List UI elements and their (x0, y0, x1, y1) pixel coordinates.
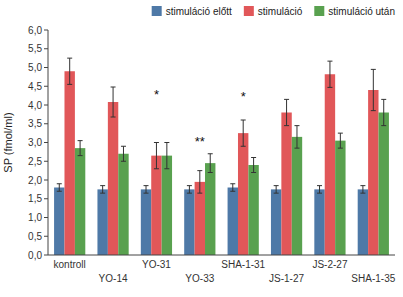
bar (335, 141, 345, 255)
error-bar (187, 186, 192, 194)
legend-label: stimuláció előtt (166, 6, 232, 17)
bar (64, 71, 74, 255)
y-tick-label: 5,0 (28, 62, 42, 73)
y-tick (44, 86, 48, 87)
error-bar (197, 171, 202, 194)
x-tick-label: YO-33 (185, 273, 214, 284)
bar (75, 148, 85, 255)
bar (314, 189, 324, 255)
legend-item: stimuláció előtt (152, 6, 232, 17)
error-bar (284, 99, 289, 125)
error-bar (371, 69, 376, 110)
y-tick-label: 2,0 (28, 175, 42, 186)
annotation: * (241, 89, 246, 104)
y-axis-label: SP (fmol/ml) (2, 112, 14, 172)
legend-label: stimuláció (258, 6, 303, 17)
bar (248, 165, 258, 255)
y-tick (44, 67, 48, 68)
bar (281, 113, 291, 256)
legend-swatch (314, 6, 324, 16)
plot-area (54, 58, 389, 255)
error-bar (78, 141, 83, 156)
y-tick-label: 1,0 (28, 212, 42, 223)
bar (271, 189, 281, 255)
x-tick-label: YO-14 (99, 273, 128, 284)
error-bar (274, 186, 279, 194)
bar (195, 182, 205, 255)
error-bar (111, 87, 116, 117)
y-tick-label: 3,0 (28, 137, 42, 148)
bar (118, 154, 128, 255)
bar (54, 188, 64, 256)
bar (141, 189, 151, 255)
bar (379, 113, 389, 256)
x-tick-label: kontroll (54, 259, 86, 270)
legend-label: stimuláció után (328, 6, 395, 17)
bar (184, 189, 194, 255)
y-tick-label: 4,5 (28, 81, 42, 92)
bar (205, 163, 215, 255)
bar (151, 156, 161, 255)
x-axis-line (48, 255, 395, 256)
bar (368, 90, 378, 255)
y-tick (44, 30, 48, 31)
bar (228, 188, 238, 256)
error-bar (57, 184, 62, 192)
y-tick (44, 217, 48, 218)
y-tick-label: 1,5 (28, 193, 42, 204)
error-bar (67, 58, 72, 84)
error-bar (208, 154, 213, 173)
error-bar (327, 61, 332, 87)
annotation: ** (195, 134, 205, 149)
y-tick (44, 180, 48, 181)
y-tick (44, 198, 48, 199)
legend-swatch (152, 6, 162, 16)
y-tick (44, 48, 48, 49)
y-tick (44, 123, 48, 124)
bar (162, 156, 172, 255)
error-bar (100, 186, 105, 194)
bar (325, 74, 335, 255)
error-bar (338, 133, 343, 148)
x-tick-label: JS-1-27 (269, 273, 304, 284)
y-tick-label: 5,5 (28, 43, 42, 54)
error-bar (164, 143, 169, 169)
bar (97, 189, 107, 255)
legend-item: stimuláció után (314, 6, 395, 17)
error-bar (144, 186, 149, 194)
error-bar (241, 120, 246, 146)
y-tick-label: 0,5 (28, 231, 42, 242)
error-bar (230, 184, 235, 192)
y-tick (44, 161, 48, 162)
y-tick-label: 3,5 (28, 118, 42, 129)
x-tick-label: YO-31 (142, 259, 171, 270)
y-tick (44, 236, 48, 237)
y-tick-label: 0,0 (28, 250, 42, 261)
y-tick (44, 255, 48, 256)
bar (238, 133, 248, 255)
annotation: * (154, 87, 159, 102)
error-bar (251, 158, 256, 173)
error-bar (317, 186, 322, 194)
x-tick-label: SHA-1-31 (221, 259, 265, 270)
error-bar (294, 126, 299, 149)
x-tick-label: JS-2-27 (312, 259, 347, 270)
error-bar (154, 143, 159, 169)
chart: 0,0 0,5 1,0 1,5 2,0 2,5 3,0 3,5 4,0 4,5 5,0 5,5 6,0 S… (0, 0, 403, 297)
legend: stimuláció előtt stimuláció stimuláció utá… (152, 6, 395, 17)
y-tick (44, 142, 48, 143)
bar (108, 102, 118, 255)
x-tick-label: SHA-1-35 (351, 273, 395, 284)
error-bar (360, 186, 365, 194)
y-tick-label: 2,5 (28, 156, 42, 167)
y-tick-label: 4,0 (28, 100, 42, 111)
error-bar (381, 99, 386, 125)
legend-item: stimuláció (244, 6, 303, 17)
bar (358, 189, 368, 255)
error-bar (121, 146, 126, 161)
legend-swatch (244, 6, 254, 16)
y-tick-label: 6,0 (28, 25, 42, 36)
y-tick (44, 105, 48, 106)
bar (292, 137, 302, 255)
